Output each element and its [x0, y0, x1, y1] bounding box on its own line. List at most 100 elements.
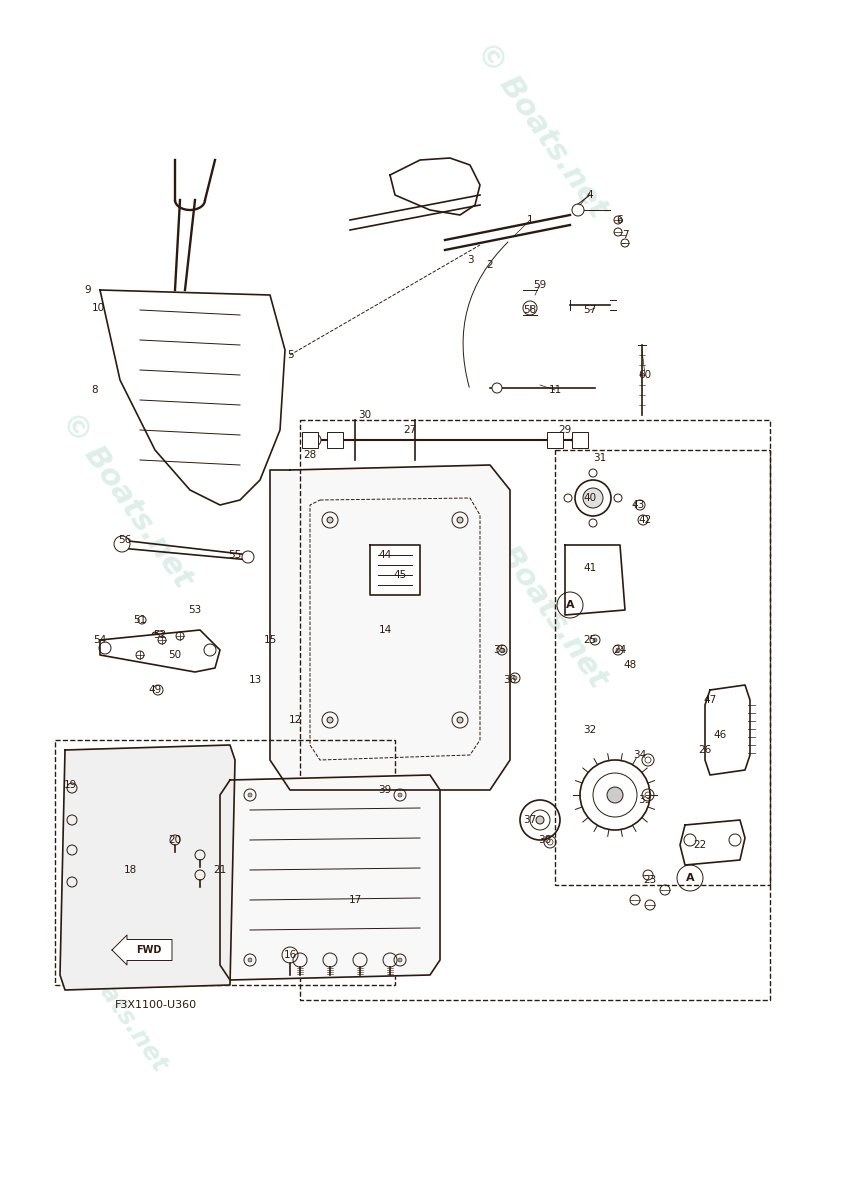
Circle shape — [242, 551, 254, 563]
Text: A: A — [566, 600, 574, 610]
Text: FWD: FWD — [137, 946, 162, 955]
Text: 37: 37 — [523, 815, 537, 826]
Circle shape — [593, 638, 597, 642]
Polygon shape — [565, 545, 625, 614]
Text: 1: 1 — [527, 215, 533, 226]
Text: 29: 29 — [558, 425, 572, 434]
Text: 42: 42 — [639, 515, 651, 526]
Text: 3: 3 — [466, 254, 473, 265]
Text: 7: 7 — [622, 230, 628, 240]
Text: 21: 21 — [214, 865, 226, 875]
Text: © Boats.net: © Boats.net — [470, 506, 613, 694]
Text: 20: 20 — [169, 835, 181, 845]
Text: 58: 58 — [523, 305, 537, 314]
Text: 46: 46 — [713, 730, 727, 740]
Text: 18: 18 — [123, 865, 137, 875]
Polygon shape — [390, 158, 480, 215]
Circle shape — [327, 517, 333, 523]
Circle shape — [523, 301, 537, 314]
Polygon shape — [100, 290, 285, 505]
Polygon shape — [220, 775, 440, 980]
Text: 24: 24 — [613, 646, 627, 655]
Circle shape — [572, 204, 584, 216]
Circle shape — [607, 787, 623, 803]
Text: 34: 34 — [633, 750, 647, 760]
Circle shape — [492, 383, 502, 392]
Bar — [302, 432, 318, 448]
Text: 5: 5 — [287, 350, 293, 360]
Text: 17: 17 — [349, 895, 361, 905]
Text: F3X1100-U360: F3X1100-U360 — [115, 1000, 197, 1010]
Circle shape — [248, 793, 252, 797]
Text: 36: 36 — [504, 674, 516, 685]
Text: 35: 35 — [494, 646, 506, 655]
Circle shape — [309, 434, 321, 446]
Text: 54: 54 — [93, 635, 107, 646]
Text: 33: 33 — [639, 794, 651, 805]
Circle shape — [513, 676, 517, 680]
Text: 26: 26 — [699, 745, 711, 755]
Text: 25: 25 — [583, 635, 597, 646]
Text: 41: 41 — [583, 563, 597, 572]
Bar — [327, 432, 343, 448]
Text: 51: 51 — [133, 614, 147, 625]
Bar — [572, 432, 588, 448]
Text: 15: 15 — [264, 635, 276, 646]
Text: 56: 56 — [119, 535, 131, 545]
Text: 48: 48 — [623, 660, 637, 670]
Circle shape — [616, 648, 620, 652]
Text: A: A — [686, 874, 695, 883]
Text: 23: 23 — [644, 875, 656, 886]
Polygon shape — [680, 820, 745, 865]
Text: 30: 30 — [359, 410, 371, 420]
Circle shape — [114, 536, 130, 552]
Text: 11: 11 — [549, 385, 561, 395]
Text: 47: 47 — [703, 695, 717, 704]
Circle shape — [152, 632, 158, 638]
Text: 60: 60 — [639, 370, 651, 380]
Circle shape — [398, 793, 402, 797]
Text: 39: 39 — [378, 785, 392, 794]
Circle shape — [457, 517, 463, 523]
Polygon shape — [112, 935, 172, 965]
Text: 22: 22 — [694, 840, 706, 850]
Circle shape — [398, 958, 402, 962]
Text: 13: 13 — [248, 674, 262, 685]
Circle shape — [572, 434, 584, 446]
Text: 32: 32 — [583, 725, 597, 734]
Polygon shape — [60, 745, 235, 990]
Text: 14: 14 — [378, 625, 392, 635]
Text: 55: 55 — [228, 550, 242, 560]
Text: 8: 8 — [92, 385, 98, 395]
Text: 50: 50 — [169, 650, 181, 660]
Text: 9: 9 — [85, 284, 92, 295]
Text: 52: 52 — [153, 630, 166, 640]
Text: 31: 31 — [594, 452, 606, 463]
Circle shape — [248, 958, 252, 962]
Text: © Boats.net: © Boats.net — [470, 37, 613, 223]
Circle shape — [327, 716, 333, 722]
Text: 2: 2 — [487, 260, 494, 270]
Text: © Boats.net: © Boats.net — [55, 407, 198, 593]
Circle shape — [536, 816, 544, 824]
Polygon shape — [370, 545, 420, 595]
Text: 10: 10 — [92, 302, 104, 313]
Text: 44: 44 — [378, 550, 392, 560]
Text: 28: 28 — [304, 450, 316, 460]
Text: 53: 53 — [188, 605, 202, 614]
Text: 40: 40 — [583, 493, 596, 503]
Circle shape — [583, 488, 603, 508]
Text: © Boats.net: © Boats.net — [55, 924, 172, 1076]
Polygon shape — [705, 685, 750, 775]
Text: 16: 16 — [283, 950, 297, 960]
Circle shape — [457, 716, 463, 722]
Text: 19: 19 — [64, 780, 76, 790]
Text: 12: 12 — [288, 715, 302, 725]
Text: 43: 43 — [632, 500, 644, 510]
Text: 6: 6 — [616, 215, 623, 226]
Text: 45: 45 — [393, 570, 407, 580]
Polygon shape — [270, 464, 510, 790]
Text: 38: 38 — [538, 835, 552, 845]
Text: 49: 49 — [148, 685, 162, 695]
Circle shape — [500, 648, 504, 652]
